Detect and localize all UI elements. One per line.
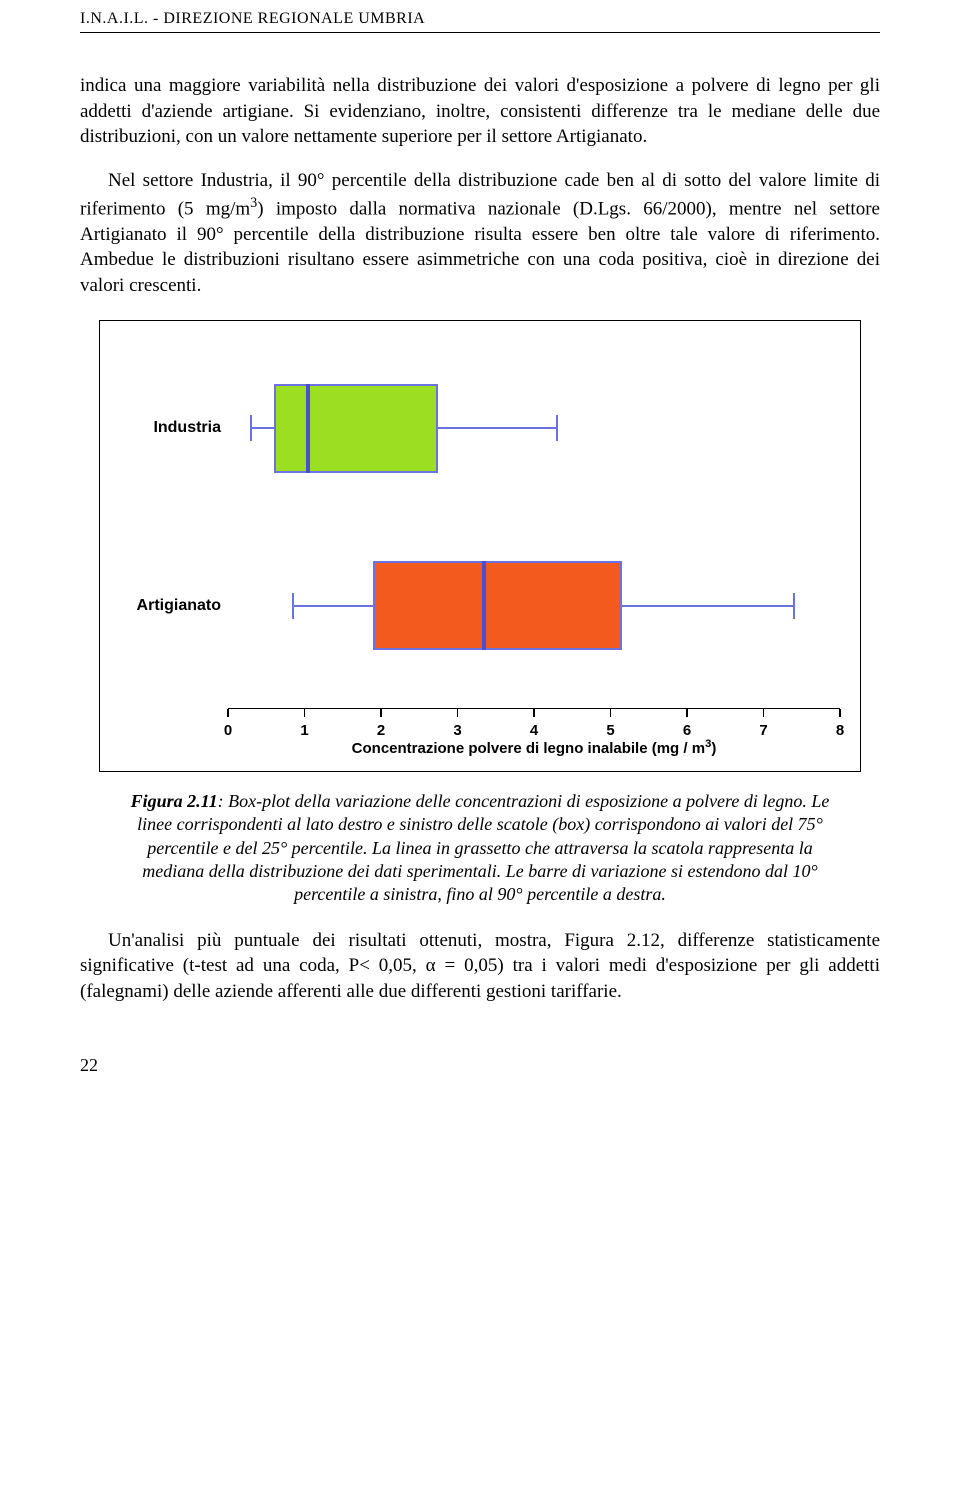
x-tick-label: 3 <box>453 722 461 739</box>
median-line <box>482 561 486 650</box>
x-tick <box>839 709 841 717</box>
x-tick-label: 6 <box>683 722 691 739</box>
x-tick-label: 8 <box>836 722 844 739</box>
page-number: 22 <box>80 1055 880 1076</box>
whisker-left <box>251 427 274 429</box>
paragraph-2: Nel settore Industria, il 90° percentile… <box>80 168 880 299</box>
x-tick <box>533 709 535 717</box>
x-tick <box>686 709 688 717</box>
y-category-label: Artigianato <box>106 597 221 615</box>
box-industria <box>274 384 438 473</box>
median-line <box>306 384 310 473</box>
x-tick-label: 7 <box>759 722 767 739</box>
x-tick-label: 2 <box>377 722 385 739</box>
x-tick-label: 4 <box>530 722 538 739</box>
x-tick-label: 5 <box>606 722 614 739</box>
whisker-left <box>293 605 373 607</box>
whisker-cap-right <box>793 593 795 619</box>
box-artigianato <box>373 561 622 650</box>
y-category-label: Industria <box>106 419 221 437</box>
whisker-right <box>438 427 557 429</box>
plot-frame: 012345678 Concentrazione polvere di legn… <box>99 320 861 772</box>
figure-caption-text: : Box-plot della variazione delle concen… <box>137 791 829 903</box>
x-tick <box>610 709 612 717</box>
whisker-cap-left <box>250 415 252 441</box>
header-rule <box>80 32 880 33</box>
x-tick <box>457 709 459 717</box>
figure-caption-label: Figura 2.11 <box>131 791 218 811</box>
plot-area: 012345678 <box>228 339 840 709</box>
paragraph-1: indica una maggiore variabilità nella di… <box>80 73 880 150</box>
whisker-cap-left <box>292 593 294 619</box>
running-header: I.N.A.I.L. - DIREZIONE REGIONALE UMBRIA <box>80 10 880 28</box>
x-axis-title: Concentrazione polvere di legno inalabil… <box>228 738 840 757</box>
x-tick <box>380 709 382 717</box>
x-tick <box>304 709 306 717</box>
x-tick <box>763 709 765 717</box>
x-tick <box>227 709 229 717</box>
x-tick-label: 1 <box>300 722 308 739</box>
figure-boxplot: 012345678 Concentrazione polvere di legn… <box>80 320 880 772</box>
figure-caption: Figura 2.11: Box-plot della variazione d… <box>120 790 840 905</box>
paragraph-3: Un'analisi più puntuale dei risultati ot… <box>80 928 880 1005</box>
whisker-right <box>622 605 794 607</box>
x-tick-label: 0 <box>224 722 232 739</box>
whisker-cap-right <box>556 415 558 441</box>
